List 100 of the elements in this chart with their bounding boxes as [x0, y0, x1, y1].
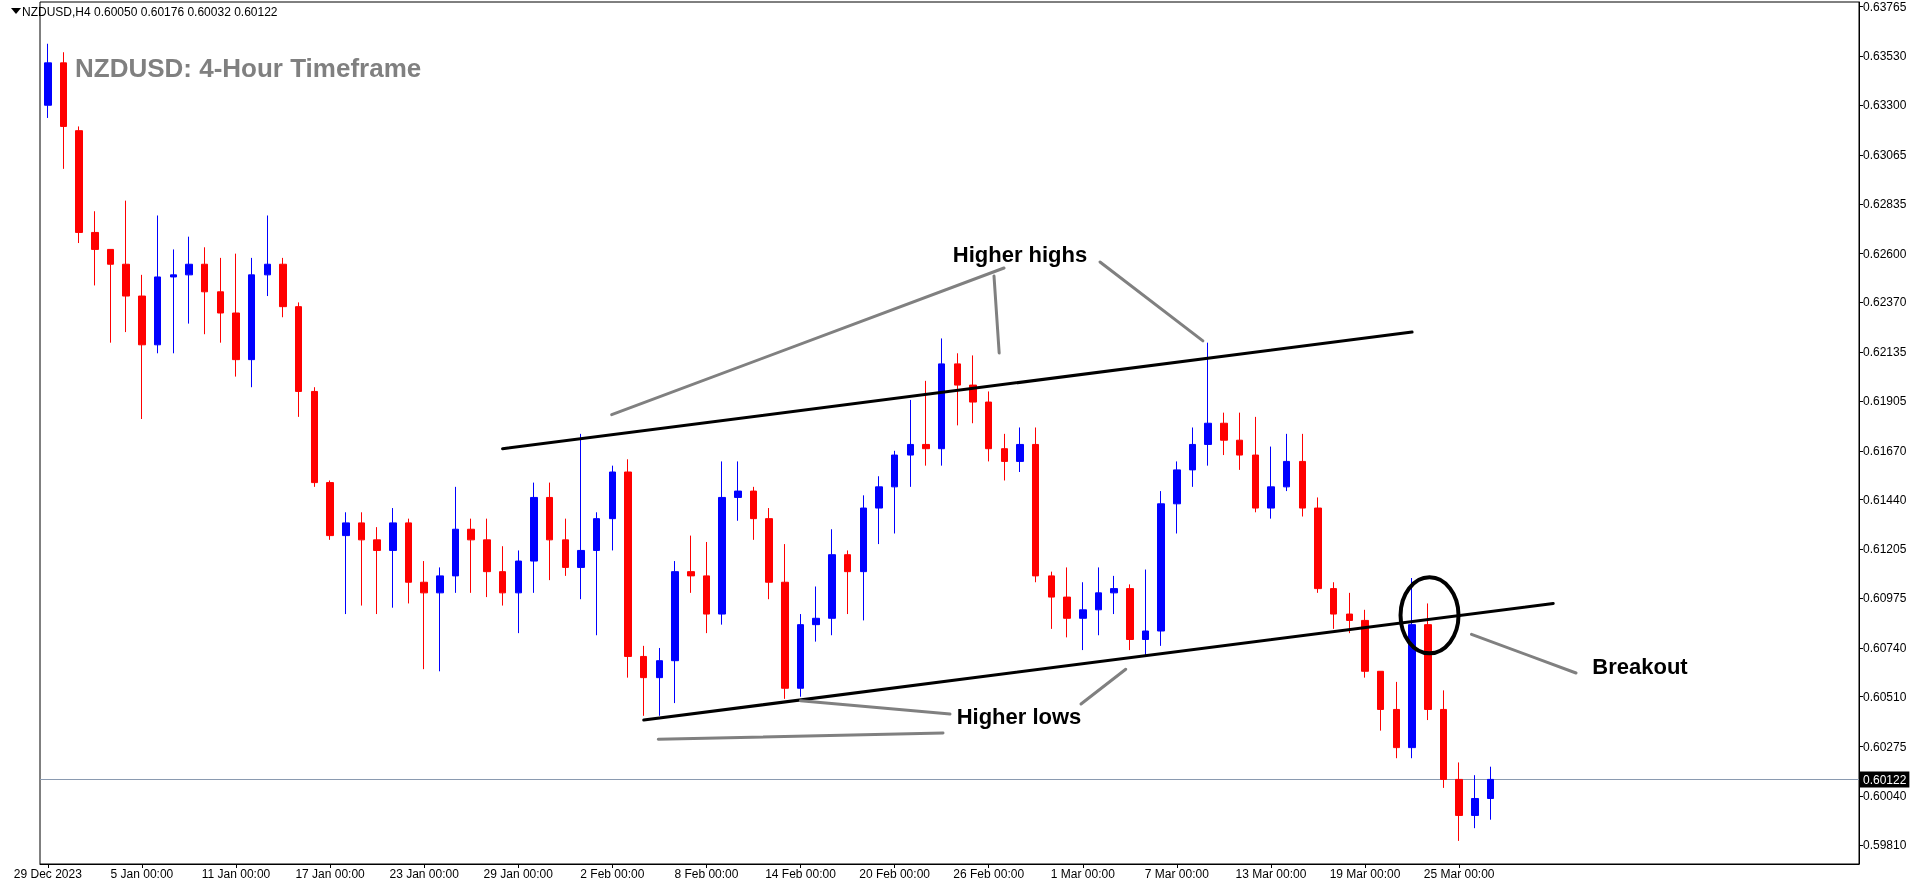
- x-tick-label: 19 Mar 00:00: [1329, 867, 1401, 881]
- x-tick-label: 2 Feb 00:00: [580, 867, 645, 881]
- candlestick: [1393, 681, 1400, 759]
- y-tick-label: 0.60275: [1863, 739, 1907, 754]
- candlestick: [1236, 412, 1243, 471]
- candlestick: [1346, 592, 1353, 634]
- ref-line-label: 0.60122: [1863, 772, 1907, 787]
- candlestick: [1252, 416, 1259, 513]
- candlestick: [577, 433, 585, 600]
- candlestick: [1048, 571, 1055, 630]
- candlestick: [1283, 433, 1290, 492]
- candlestick: [138, 274, 146, 420]
- candlestick: [750, 486, 757, 541]
- annotation: Breakout: [1592, 653, 1689, 679]
- candlestick: [1377, 670, 1384, 732]
- y-tick-label: 0.60510: [1863, 689, 1907, 704]
- candlestick: [530, 482, 538, 594]
- candlestick: [703, 541, 710, 634]
- y-tick-label: 0.62600: [1863, 246, 1907, 261]
- candlestick: [452, 486, 459, 594]
- candlestick: [687, 535, 695, 594]
- y-tick-label: 0.61670: [1863, 443, 1907, 458]
- candlestick: [1016, 426, 1024, 473]
- candlestick: [248, 257, 255, 388]
- candlestick: [1330, 581, 1337, 630]
- candlestick: [170, 248, 177, 354]
- candlestick: [1299, 433, 1306, 518]
- candlestick: [1189, 426, 1196, 488]
- candlestick: [1032, 426, 1039, 583]
- candlestick: [389, 507, 397, 609]
- candlestick: [609, 465, 616, 551]
- x-tick-label: 23 Jan 00:00: [389, 867, 460, 881]
- candlestick: [907, 399, 914, 488]
- chart-subtitle: NZDUSD,H4 0.60050 0.60176 0.60032 0.60122: [22, 5, 278, 19]
- y-tick-label: 0.60975: [1863, 591, 1907, 606]
- candlestick: [985, 390, 992, 462]
- candlestick: [122, 200, 130, 333]
- y-tick-label: 0.63065: [1863, 148, 1907, 163]
- candlestick: [1220, 412, 1228, 456]
- candlestick: [154, 214, 161, 354]
- candlestick: [44, 43, 52, 119]
- candlestick: [326, 479, 334, 541]
- candlestick: [1063, 566, 1071, 638]
- candlestick: [1204, 342, 1212, 467]
- candlestick: [860, 494, 867, 621]
- x-tick-label: 8 Feb 00:00: [674, 867, 739, 881]
- x-tick-label: 5 Jan 00:00: [110, 867, 174, 881]
- y-tick-label: 0.63765: [1863, 0, 1907, 14]
- y-tick-label: 0.62135: [1863, 345, 1907, 360]
- x-tick-label: 17 Jan 00:00: [295, 867, 366, 881]
- annotation: Higher highs: [952, 241, 1088, 267]
- y-tick-label: 0.61205: [1863, 542, 1907, 557]
- x-tick-label: 7 Mar 00:00: [1144, 867, 1210, 881]
- y-tick-label: 0.62835: [1863, 196, 1907, 211]
- candlestick: [201, 246, 208, 335]
- y-tick-label: 0.63300: [1863, 98, 1907, 113]
- candlestick: [107, 248, 114, 344]
- candlestick: [75, 125, 83, 244]
- candlestick: [264, 214, 271, 297]
- candlestick: [1142, 569, 1149, 657]
- candlestick: [217, 257, 224, 344]
- y-tick-label: 0.59810: [1863, 838, 1907, 853]
- candlestick: [1361, 609, 1369, 679]
- candlestick: [1110, 575, 1118, 615]
- candlestick: [1267, 446, 1275, 520]
- candlestick: [954, 352, 961, 426]
- x-tick-label: 14 Feb 00:00: [765, 867, 837, 881]
- candlestick: [467, 518, 475, 594]
- candlestick: [60, 51, 67, 170]
- candlestick: [562, 518, 569, 577]
- candlestick: [640, 645, 647, 717]
- candlestick: [734, 460, 742, 522]
- candlestick: [232, 253, 240, 378]
- x-tick-label: 20 Feb 00:00: [859, 867, 931, 881]
- candlestick: [718, 460, 726, 626]
- candlestick: [1487, 766, 1494, 821]
- candlestick: [1079, 581, 1087, 651]
- candlestick: [593, 511, 600, 636]
- candlestick: [1314, 496, 1322, 594]
- candlestick: [1173, 460, 1181, 534]
- candlestick: [781, 543, 789, 700]
- candlestick: [1408, 577, 1416, 759]
- annotation: Higher lows: [956, 703, 1082, 729]
- candlestick: [436, 566, 444, 672]
- candlestick: [656, 647, 663, 717]
- candlestick: [420, 560, 428, 670]
- candlestick: [279, 257, 287, 318]
- candlestick: [483, 518, 491, 598]
- candlestick: [1095, 566, 1102, 636]
- candlestick: [624, 458, 632, 679]
- x-tick-label: 1 Mar 00:00: [1050, 867, 1116, 881]
- candlestick: [891, 450, 898, 534]
- candlestick: [91, 210, 99, 286]
- candlestick: [938, 337, 945, 467]
- candlestick: [1157, 490, 1165, 647]
- candlestick: [1126, 583, 1134, 651]
- candlestick: [875, 475, 883, 545]
- y-tick-label: 0.63530: [1863, 49, 1907, 64]
- candlestick: [797, 613, 804, 698]
- candlestick: [1001, 433, 1008, 481]
